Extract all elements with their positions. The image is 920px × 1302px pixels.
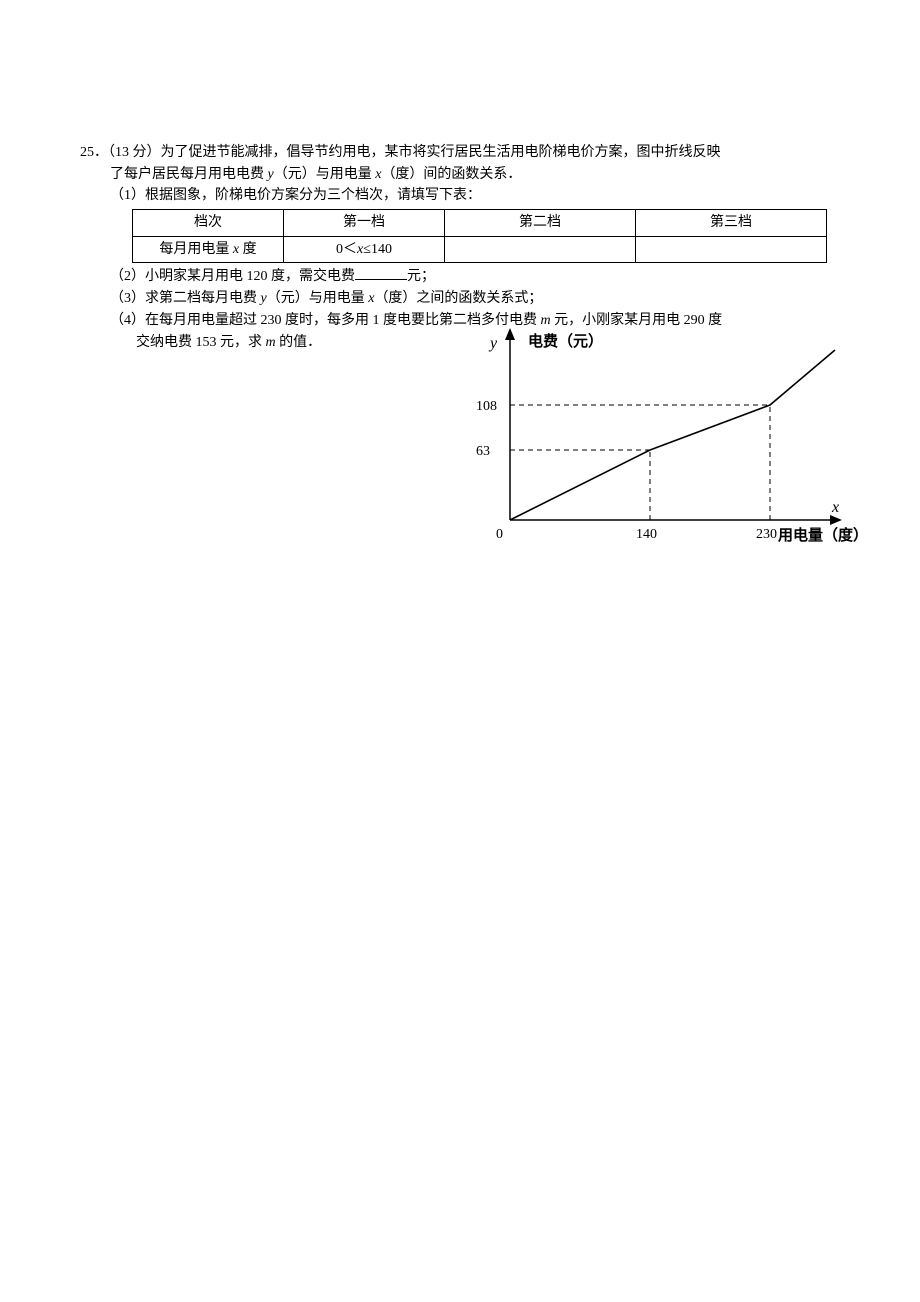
chart: y 电费（元） x 用电量（度） 0 140 230 63 108 bbox=[450, 320, 880, 570]
svg-text:y: y bbox=[488, 335, 498, 352]
sub-question-1: （1）根据图象，阶梯电价方案分为三个档次，请填写下表： bbox=[80, 185, 860, 207]
intro-line-1: 为了促进节能减排，倡导节约用电，某市将实行居民生活用电阶梯电价方案，图中折线反映 bbox=[161, 142, 721, 164]
svg-text:电费（元）: 电费（元） bbox=[528, 332, 603, 350]
question-number: 25． bbox=[80, 145, 108, 160]
sub-question-2: （2）小明家某月用电 120 度，需交电费元； bbox=[80, 265, 860, 288]
points: （13 分） bbox=[108, 145, 161, 160]
table-cell bbox=[445, 236, 636, 263]
table-header-cell: 第二档 bbox=[445, 210, 636, 237]
svg-text:140: 140 bbox=[636, 527, 657, 542]
svg-text:0: 0 bbox=[496, 527, 503, 542]
table-cell bbox=[636, 236, 827, 263]
table-cell: 0＜x≤140 bbox=[284, 236, 445, 263]
answer-blank bbox=[355, 265, 407, 280]
intro-line-2: 了每户居民每月用电电费 y（元）与用电量 x（度）间的函数关系． bbox=[80, 164, 860, 186]
table-row-label: 每月用电量 x 度 bbox=[133, 236, 284, 263]
svg-text:63: 63 bbox=[476, 444, 490, 459]
sub-question-3: （3）求第二档每月电费 y（元）与用电量 x（度）之间的函数关系式； bbox=[80, 288, 860, 310]
svg-text:230: 230 bbox=[756, 527, 777, 542]
table-header-cell: 第一档 bbox=[284, 210, 445, 237]
tier-table: 档次 第一档 第二档 第三档 每月用电量 x 度 0＜x≤140 bbox=[132, 209, 827, 263]
svg-text:x: x bbox=[831, 499, 839, 516]
svg-text:用电量（度）: 用电量（度） bbox=[778, 526, 868, 544]
table-header-cell: 档次 bbox=[133, 210, 284, 237]
table-header-cell: 第三档 bbox=[636, 210, 827, 237]
svg-text:108: 108 bbox=[476, 399, 497, 414]
